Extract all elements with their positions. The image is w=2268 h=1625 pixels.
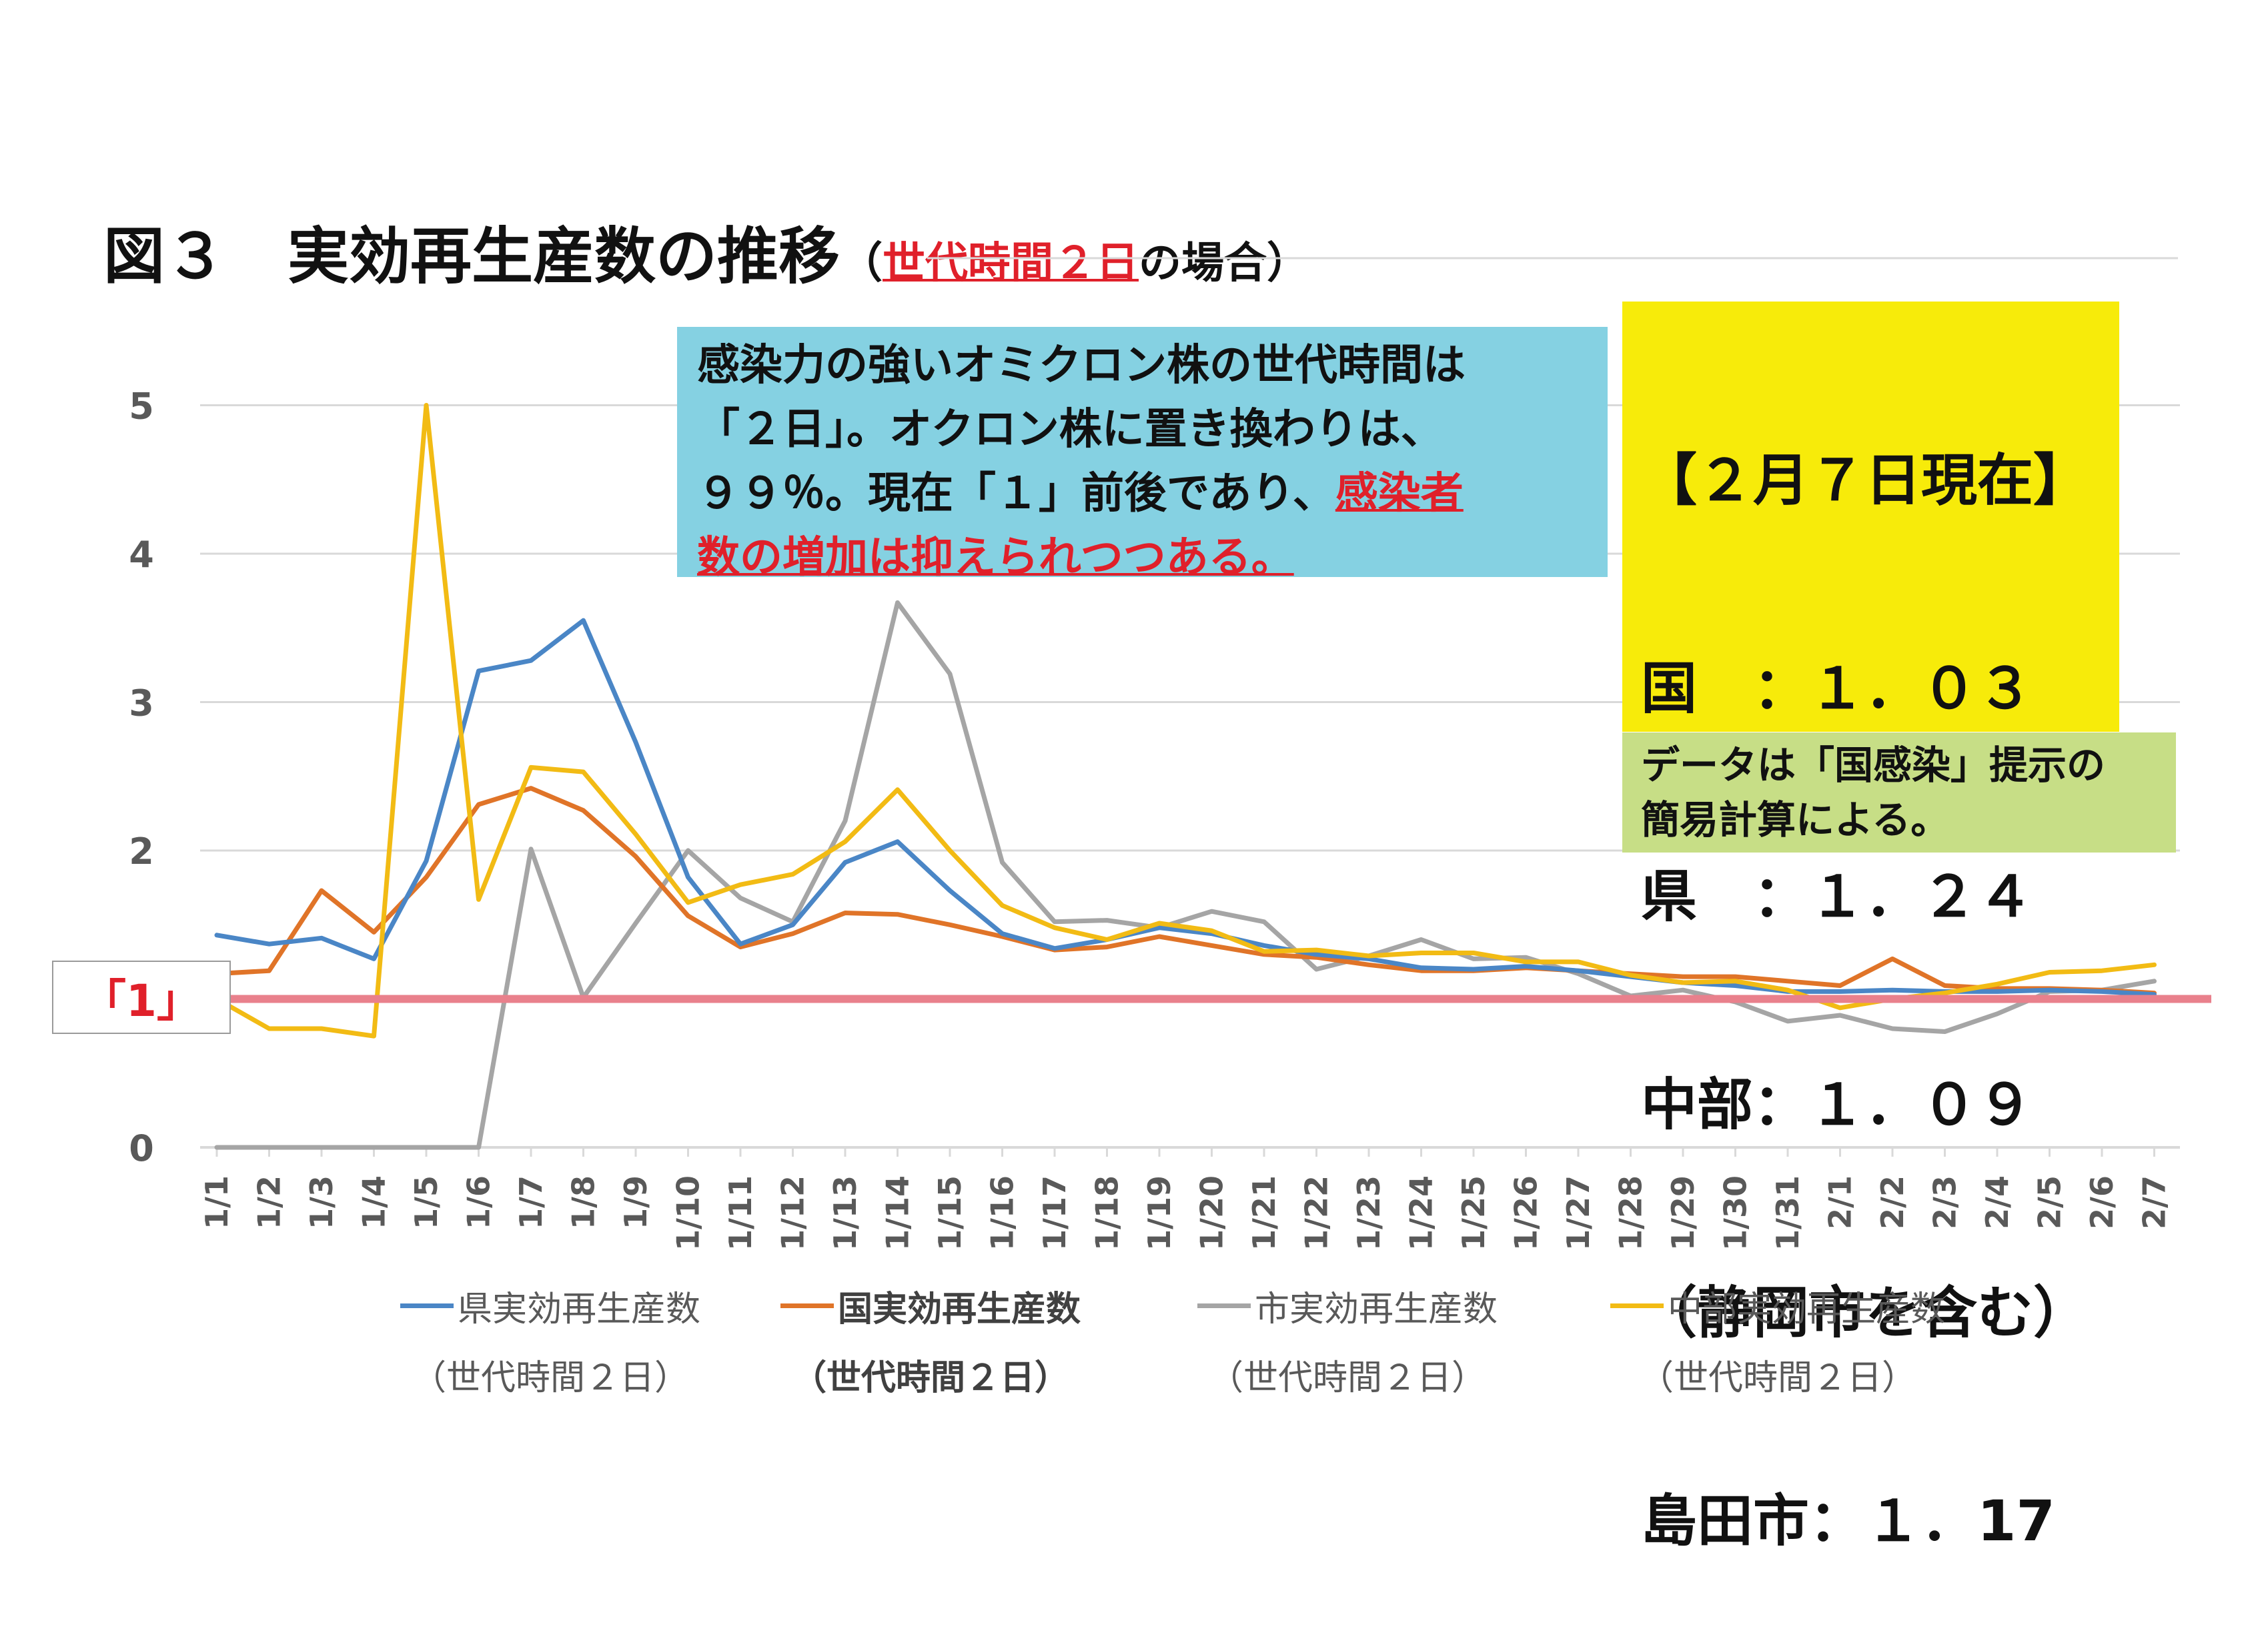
national-value: 国 ：１．０３ — [1641, 656, 2034, 721]
x-tick-label: 1/21 — [1246, 1175, 1282, 1251]
legend-swatch — [1610, 1303, 1664, 1308]
legend-swatch — [400, 1303, 454, 1308]
x-tick-label: 1/20 — [1194, 1175, 1230, 1251]
legend-item-city: 市実効再生産数 （世代時間２日） — [1174, 1281, 1521, 1400]
x-tick-label: 1/3 — [304, 1175, 340, 1229]
x-tick-label: 1/5 — [408, 1175, 444, 1229]
current-values-box: 【２月７日現在】 国 ：１．０３ 県 ：１．２４ 中部：１．０９ （静岡市を含む… — [1622, 302, 2119, 1554]
x-tick-label: 1/8 — [566, 1175, 602, 1229]
series-line-pref — [214, 618, 2157, 997]
legend-swatch — [780, 1303, 834, 1308]
x-tick-label: 1/15 — [932, 1175, 968, 1251]
current-date: 【２月７日現在】 — [1641, 448, 2090, 513]
x-tick-label: 2/4 — [1979, 1175, 2015, 1229]
note-line: 数の増加は抑えられつつある。 — [697, 533, 1294, 582]
x-tick-label: 1/28 — [1613, 1175, 1649, 1251]
series-lines — [214, 403, 2157, 1150]
x-tick-label: 1/6 — [461, 1175, 497, 1229]
prefecture-value: 県 ：１．２４ — [1641, 864, 2034, 929]
x-tick-label: 2/1 — [1822, 1175, 1858, 1229]
x-tick-label: 1/18 — [1089, 1175, 1125, 1251]
x-tick-label: 2/2 — [1874, 1175, 1910, 1229]
chart-title: 図３ 実効再生産数の推移（世代時間２日の場合） — [103, 207, 1309, 296]
data-source-note: データは「国感染」提示の 簡易計算による。 — [1622, 732, 2176, 853]
note-line: 感染力の強いオミクロン株の世代時間は — [697, 341, 1466, 390]
x-axis-labels: 1/1 1/2 1/3 1/4 1/5 1/6 1/7 1/8 1/9 1/10 1/11 1/12 1… — [199, 1147, 2173, 1251]
x-tick-label: 1/14 — [880, 1175, 916, 1251]
legend-swatch — [1197, 1303, 1251, 1308]
x-tick-label: 1/24 — [1403, 1175, 1440, 1251]
chubu-note: （静岡市を含む） — [1641, 1280, 2090, 1345]
legend-item-pref: 県実効再生産数 （世代時間２日） — [377, 1281, 724, 1400]
legend-item-national: 国実効再生産数 （世代時間２日） — [757, 1281, 1104, 1400]
x-tick-label: 1/10 — [670, 1175, 706, 1251]
x-tick-label: 1/13 — [827, 1175, 863, 1251]
note-line: 「２日」。オクロン株に置き換わりは、 — [697, 405, 1444, 454]
x-tick-label: 2/6 — [2084, 1175, 2120, 1229]
y-tick-label: 5 — [129, 386, 154, 428]
omicron-note: 感染力の強いオミクロン株の世代時間は 「２日」。オクロン株に置き換わりは、 ９９… — [677, 327, 1608, 582]
x-tick-label: 1/26 — [1508, 1175, 1544, 1251]
title-sub-highlight: 世代時間２日 — [883, 239, 1139, 288]
x-tick-label: 1/2 — [251, 1175, 288, 1229]
series-line-city — [214, 600, 2157, 1150]
x-tick-label: 2/3 — [1927, 1175, 1963, 1229]
legend-item-chubu: 中部実効再生産数 （世代時間２日） — [1591, 1281, 1964, 1400]
x-tick-label: 1/30 — [1718, 1175, 1754, 1251]
x-tick-label: 1/11 — [722, 1175, 758, 1251]
x-tick-label: 2/7 — [2137, 1175, 2173, 1229]
title-main: 図３ 実効再生産数の推移 — [103, 221, 840, 292]
x-tick-label: 1/22 — [1299, 1175, 1335, 1251]
x-tick-label: 1/9 — [618, 1175, 654, 1229]
x-tick-label: 1/7 — [513, 1175, 549, 1229]
x-tick-label: 1/31 — [1770, 1175, 1806, 1251]
x-tick-label: 1/12 — [775, 1175, 811, 1251]
x-tick-label: 1/19 — [1141, 1175, 1177, 1251]
x-tick-label: 1/17 — [1037, 1175, 1073, 1251]
x-tick-label: 1/1 — [199, 1175, 235, 1229]
y-tick-label: 4 — [129, 534, 154, 576]
y-tick-label: 0 — [129, 1127, 154, 1169]
title-sub: （世代時間２日の場合） — [840, 239, 1310, 288]
x-tick-label: 1/4 — [356, 1175, 392, 1229]
shimada-value: 島田市：１．17 — [1641, 1488, 2055, 1554]
x-tick-label: 2/5 — [2032, 1175, 2068, 1229]
y-tick-label: 2 — [129, 831, 154, 873]
x-tick-label: 1/23 — [1351, 1175, 1387, 1251]
note-line: ９９％。現在「１」前後であり、感染者 — [697, 469, 1464, 518]
series-line-chubu — [214, 403, 2157, 1039]
x-tick-label: 1/25 — [1456, 1175, 1492, 1251]
x-tick-label: 1/29 — [1665, 1175, 1701, 1251]
y-axis-labels: 0 2 3 4 5 — [129, 386, 154, 1170]
chubu-value: 中部：１．０９ — [1641, 1072, 2034, 1137]
y-tick-label: 3 — [129, 682, 154, 724]
x-tick-label: 1/16 — [985, 1175, 1021, 1251]
series-line-national — [214, 786, 2157, 996]
x-tick-label: 1/27 — [1560, 1175, 1596, 1251]
reference-line-label: 「1」 — [52, 961, 231, 1034]
